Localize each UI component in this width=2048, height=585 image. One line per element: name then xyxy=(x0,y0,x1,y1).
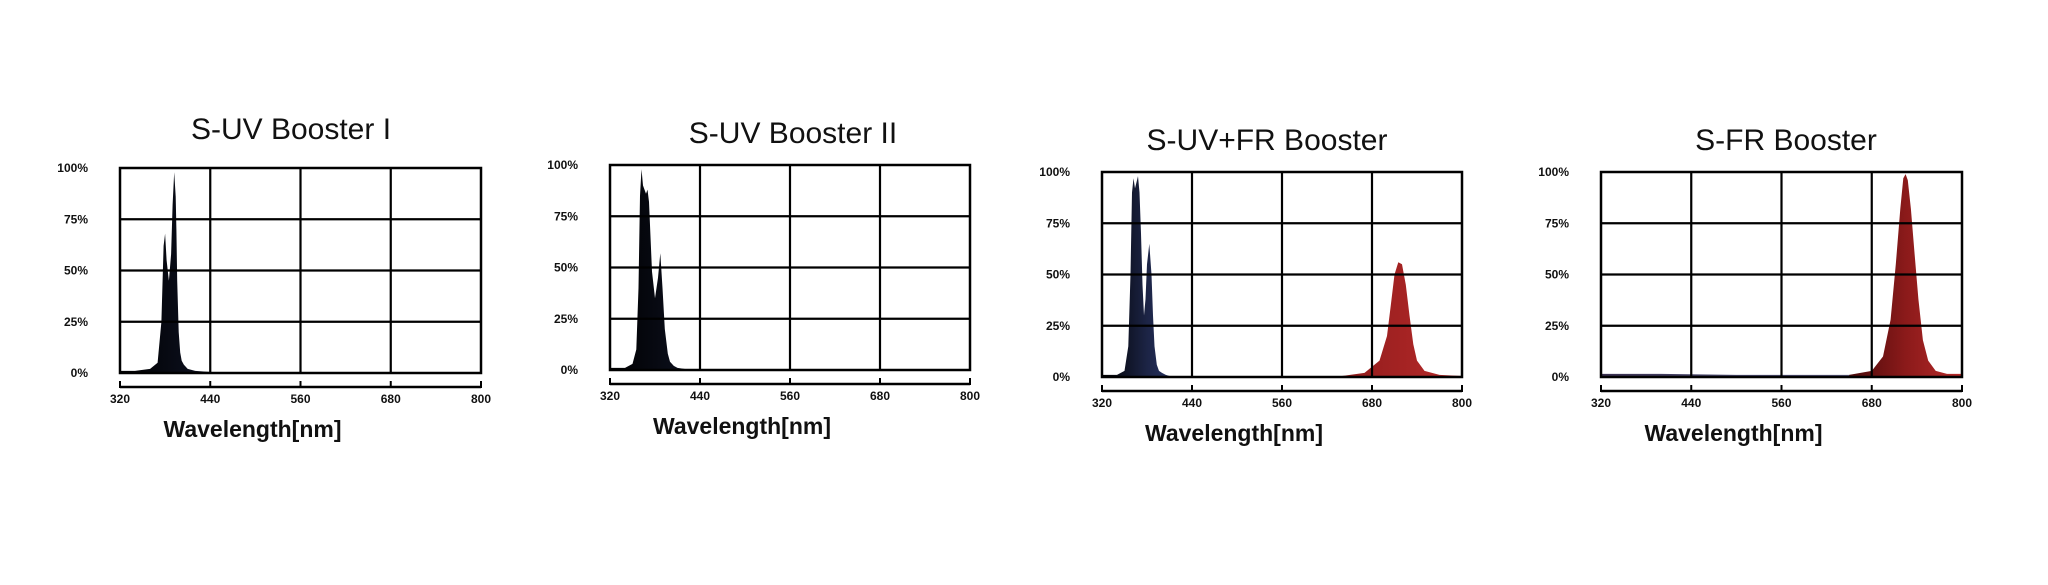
spectrum-chart: 320 440 560 680 800 0% 25% 50% 75% 100% Wavelength… xyxy=(57,161,491,442)
y-tick-label: 25% xyxy=(1545,319,1569,333)
y-tick-label: 0% xyxy=(71,366,89,380)
x-tick-label: 440 xyxy=(1681,396,1701,410)
y-tick-label: 50% xyxy=(1046,268,1070,282)
y-tick-label: 100% xyxy=(57,161,88,175)
y-tick-label: 100% xyxy=(1039,165,1070,179)
plot-frame xyxy=(608,163,972,372)
x-tick-label: 680 xyxy=(381,392,401,406)
y-tick-label: 100% xyxy=(547,158,578,172)
y-tick-label: 75% xyxy=(1046,216,1070,230)
y-tick-label: 25% xyxy=(64,315,88,329)
x-tick-label: 320 xyxy=(1092,396,1112,410)
y-tick-label: 100% xyxy=(1538,165,1569,179)
x-tick-label: 560 xyxy=(290,392,310,406)
y-tick-label: 75% xyxy=(554,209,578,223)
x-axis-label: Wavelength[nm] xyxy=(163,416,341,442)
x-axis-label: Wavelength[nm] xyxy=(1145,420,1323,446)
x-tick-label: 320 xyxy=(600,389,620,403)
spectrum-chart: 320 440 560 680 800 0% 25% 50% 75% 100% Wavelength… xyxy=(1538,165,1972,446)
x-tick-label: 560 xyxy=(780,389,800,403)
y-tick-label: 25% xyxy=(1046,319,1070,333)
x-tick-label: 320 xyxy=(1591,396,1611,410)
x-axis-label: Wavelength[nm] xyxy=(653,413,831,439)
y-tick-label: 50% xyxy=(1545,268,1569,282)
y-tick-label: 0% xyxy=(1053,370,1071,384)
x-axis-label: Wavelength[nm] xyxy=(1644,420,1822,446)
spectrum-area-2 xyxy=(1192,262,1462,377)
x-tick-label: 440 xyxy=(200,392,220,406)
y-tick-label: 75% xyxy=(64,212,88,226)
spectrum-chart: 320 440 560 680 800 0% 25% 50% 75% 100% Wavelength… xyxy=(1039,165,1472,446)
y-tick-label: 50% xyxy=(64,264,88,278)
spectrum-area-1 xyxy=(1102,176,1192,377)
plot-frame xyxy=(118,166,483,375)
x-tick-label: 560 xyxy=(1771,396,1791,410)
y-tick-label: 75% xyxy=(1545,216,1569,230)
spectrum-chart: 320 440 560 680 800 0% 25% 50% 75% 100% Wavelength… xyxy=(547,158,980,439)
y-tick-label: 50% xyxy=(554,261,578,275)
y-tick-label: 25% xyxy=(554,312,578,326)
x-tick-label: 680 xyxy=(870,389,890,403)
x-tick-label: 680 xyxy=(1362,396,1382,410)
x-tick-label: 440 xyxy=(690,389,710,403)
x-tick-label: 680 xyxy=(1862,396,1882,410)
plot-frame xyxy=(1100,170,1464,379)
spectrum-area-1 xyxy=(610,169,970,370)
x-tick-label: 320 xyxy=(110,392,130,406)
chart-title: S-UV+FR Booster xyxy=(1146,124,1388,157)
y-tick-label: 0% xyxy=(561,363,579,377)
chart-title: S-UV Booster I xyxy=(190,113,392,146)
y-tick-label: 0% xyxy=(1552,370,1570,384)
plot-frame xyxy=(1599,170,1964,379)
x-tick-label: 800 xyxy=(471,392,491,406)
chart-title: S-UV Booster II xyxy=(688,117,898,150)
x-tick-label: 440 xyxy=(1182,396,1202,410)
chart-title: S-FR Booster xyxy=(1695,124,1877,157)
x-tick-label: 800 xyxy=(960,389,980,403)
x-tick-label: 800 xyxy=(1952,396,1972,410)
x-tick-label: 800 xyxy=(1452,396,1472,410)
x-tick-label: 560 xyxy=(1272,396,1292,410)
